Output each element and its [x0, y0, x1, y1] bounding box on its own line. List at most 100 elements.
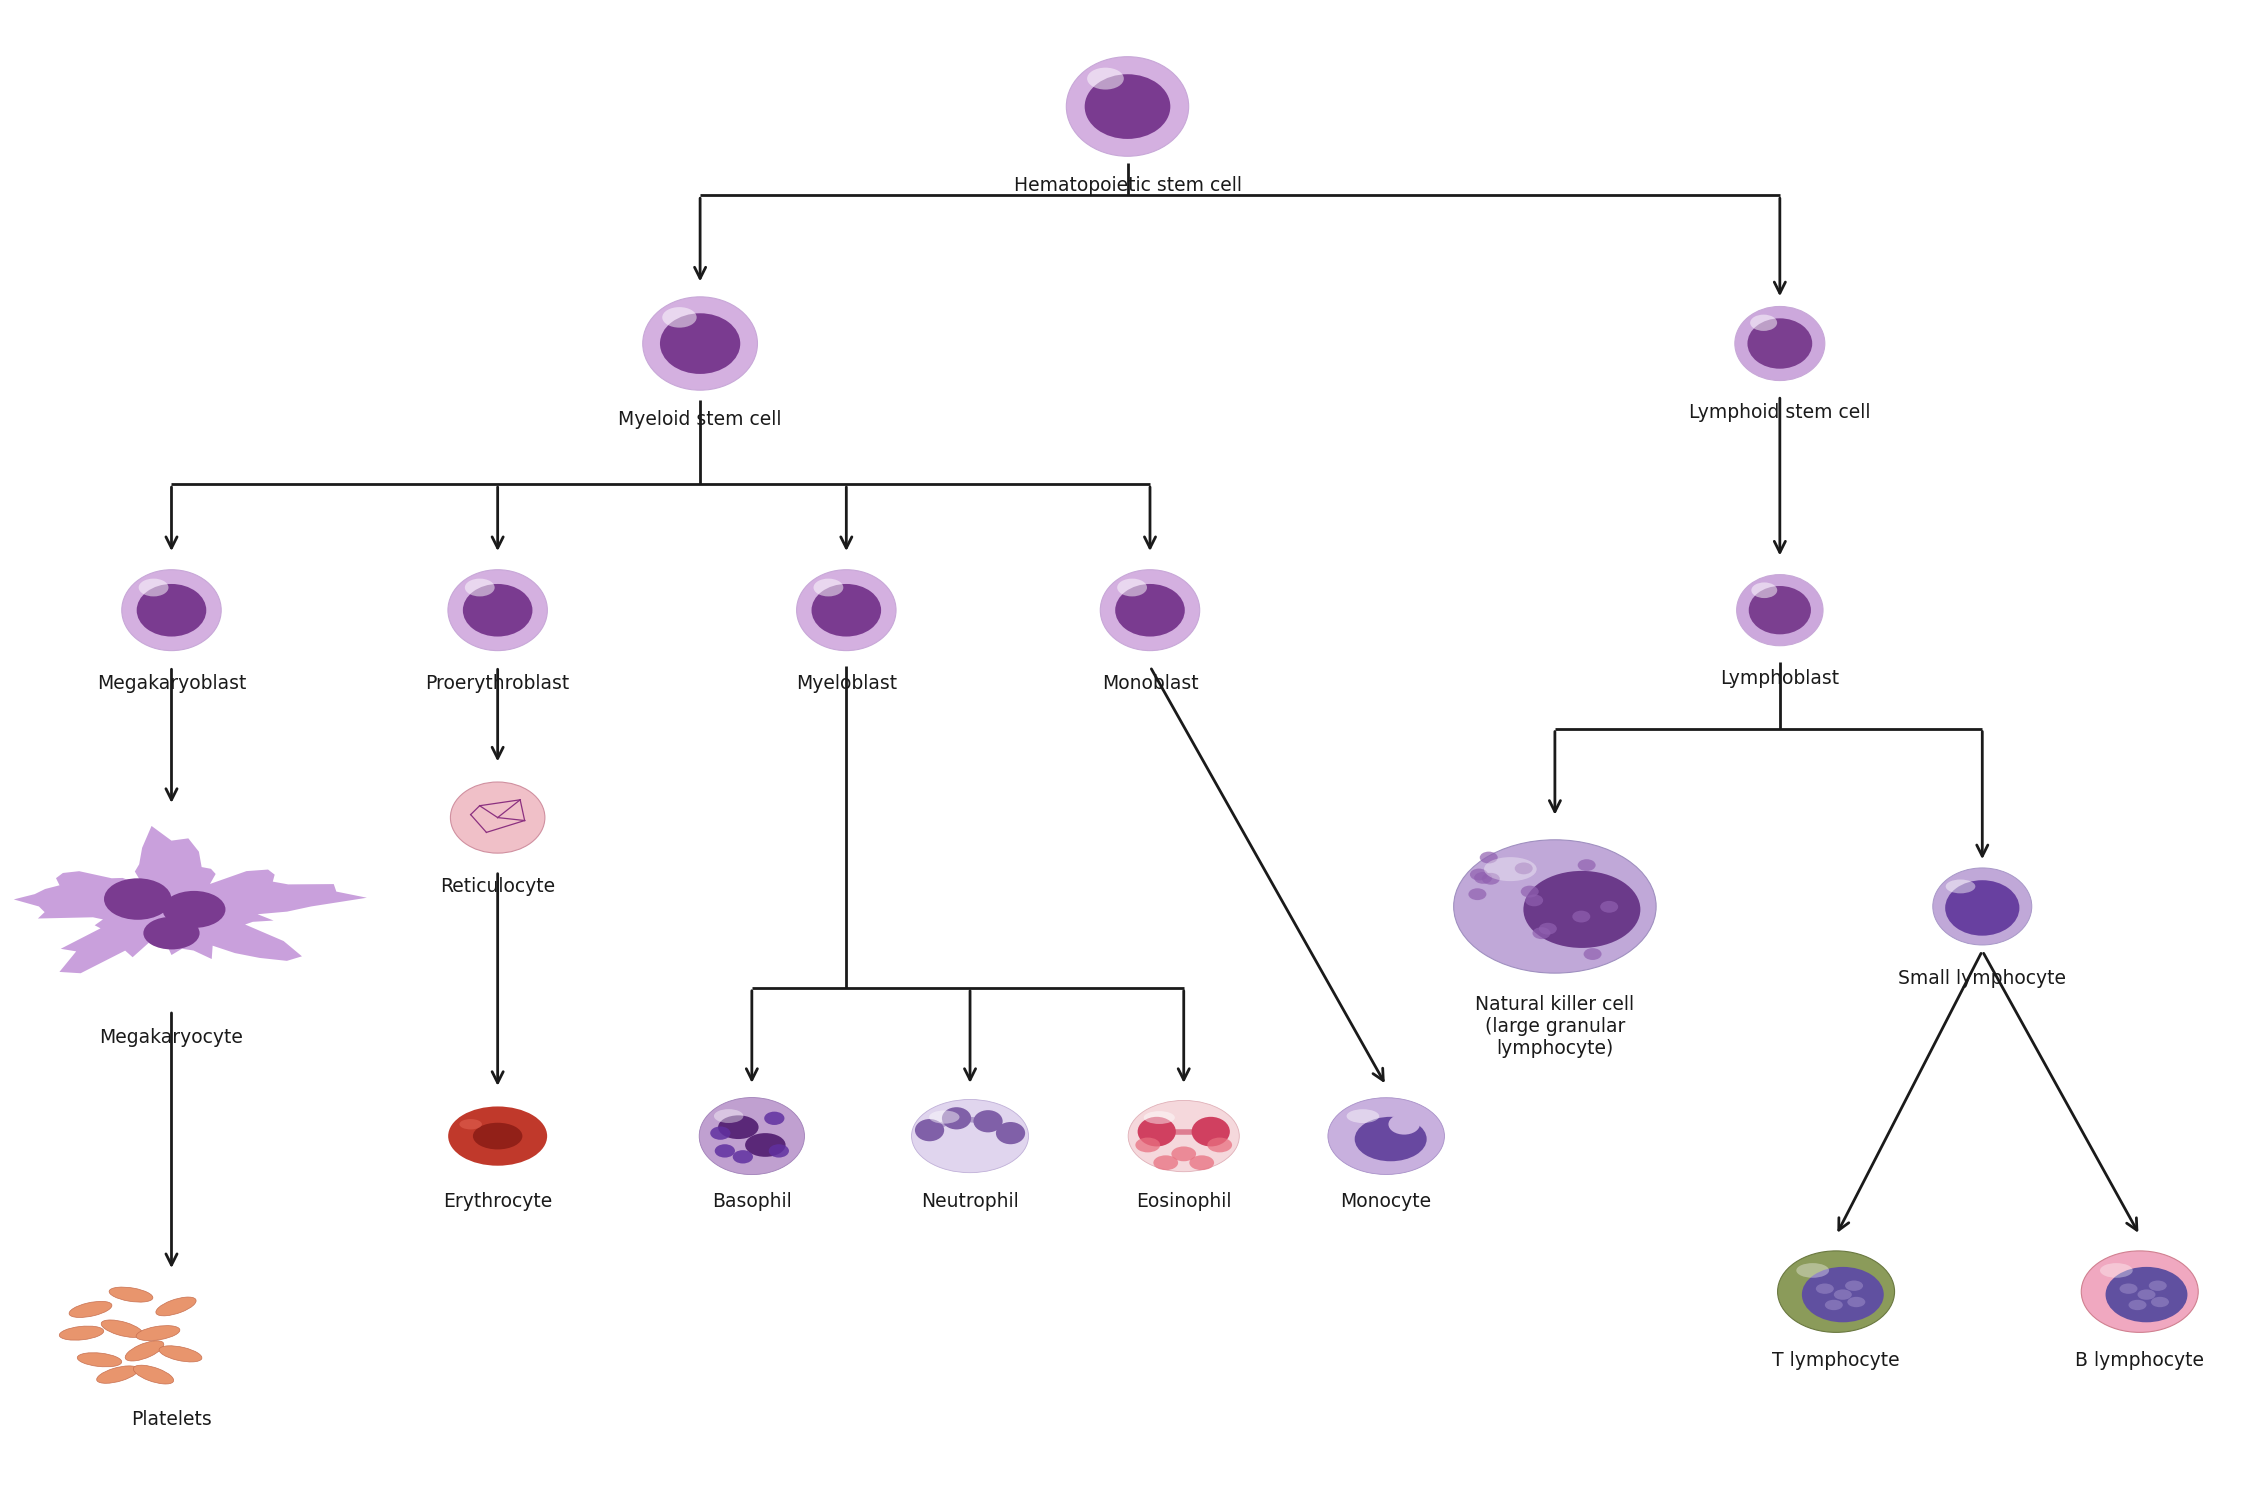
Text: Myeloid stem cell: Myeloid stem cell: [618, 410, 782, 430]
Text: Eosinophil: Eosinophil: [1137, 1193, 1231, 1212]
Ellipse shape: [1170, 1146, 1195, 1161]
Ellipse shape: [1734, 306, 1824, 381]
Ellipse shape: [943, 1108, 972, 1130]
Ellipse shape: [2151, 1297, 2169, 1307]
Ellipse shape: [997, 1123, 1026, 1144]
Text: Lymphoblast: Lymphoblast: [1721, 669, 1840, 688]
Ellipse shape: [2106, 1267, 2187, 1322]
Ellipse shape: [1777, 1251, 1894, 1332]
Ellipse shape: [796, 570, 895, 651]
Ellipse shape: [710, 1127, 731, 1141]
Text: Erythrocyte: Erythrocyte: [442, 1193, 552, 1212]
Ellipse shape: [1748, 318, 1813, 369]
Ellipse shape: [449, 570, 548, 651]
Ellipse shape: [1116, 578, 1148, 596]
Ellipse shape: [1750, 315, 1777, 332]
Ellipse shape: [1752, 583, 1777, 598]
Ellipse shape: [1191, 1117, 1229, 1146]
Polygon shape: [14, 825, 368, 974]
Ellipse shape: [814, 578, 843, 596]
Text: Monocyte: Monocyte: [1342, 1193, 1432, 1212]
Ellipse shape: [643, 297, 758, 390]
Ellipse shape: [122, 570, 221, 651]
Ellipse shape: [1152, 1155, 1177, 1170]
Ellipse shape: [916, 1120, 945, 1141]
Ellipse shape: [1845, 1280, 1863, 1291]
Ellipse shape: [449, 1106, 548, 1166]
Ellipse shape: [126, 1341, 165, 1361]
Ellipse shape: [1572, 910, 1590, 922]
Ellipse shape: [2138, 1289, 2156, 1300]
Ellipse shape: [1524, 895, 1542, 906]
Ellipse shape: [1355, 1117, 1427, 1161]
Ellipse shape: [1188, 1155, 1213, 1170]
Ellipse shape: [1479, 852, 1497, 864]
Ellipse shape: [1475, 871, 1493, 883]
Ellipse shape: [1328, 1097, 1445, 1175]
Ellipse shape: [1802, 1267, 1883, 1322]
Ellipse shape: [2099, 1262, 2133, 1277]
Ellipse shape: [663, 308, 697, 327]
Text: Reticulocyte: Reticulocyte: [440, 877, 555, 895]
Ellipse shape: [104, 879, 171, 920]
Ellipse shape: [1143, 1111, 1175, 1124]
Text: T lymphocyte: T lymphocyte: [1772, 1350, 1901, 1370]
Ellipse shape: [1736, 574, 1822, 645]
Ellipse shape: [1533, 928, 1551, 940]
Ellipse shape: [1100, 570, 1200, 651]
Ellipse shape: [138, 578, 169, 596]
Ellipse shape: [1085, 74, 1170, 138]
Ellipse shape: [1520, 886, 1538, 898]
Ellipse shape: [162, 891, 226, 928]
Ellipse shape: [1468, 888, 1486, 900]
Ellipse shape: [715, 1144, 735, 1157]
Ellipse shape: [2129, 1300, 2147, 1310]
Ellipse shape: [1067, 57, 1188, 156]
Ellipse shape: [1116, 584, 1184, 636]
Text: Small lymphocyte: Small lymphocyte: [1899, 968, 2066, 987]
Ellipse shape: [70, 1301, 113, 1317]
Ellipse shape: [1128, 1100, 1240, 1172]
Text: Basophil: Basophil: [713, 1193, 792, 1212]
Ellipse shape: [974, 1111, 1003, 1133]
Ellipse shape: [1601, 901, 1619, 913]
Ellipse shape: [1482, 873, 1500, 885]
Ellipse shape: [138, 584, 205, 636]
Ellipse shape: [2081, 1251, 2199, 1332]
Ellipse shape: [1578, 859, 1597, 871]
Ellipse shape: [1206, 1138, 1231, 1152]
Ellipse shape: [1748, 586, 1811, 635]
Ellipse shape: [462, 584, 532, 636]
Ellipse shape: [97, 1367, 138, 1383]
Ellipse shape: [1833, 1289, 1851, 1300]
Ellipse shape: [1134, 1138, 1159, 1152]
Ellipse shape: [1946, 880, 2020, 935]
Ellipse shape: [59, 1326, 104, 1340]
Ellipse shape: [661, 314, 740, 373]
Ellipse shape: [1524, 871, 1639, 947]
Ellipse shape: [460, 1120, 483, 1130]
Ellipse shape: [1538, 923, 1556, 935]
Ellipse shape: [474, 1123, 523, 1149]
Text: Natural killer cell
(large granular
lymphocyte): Natural killer cell (large granular lymp…: [1475, 995, 1635, 1059]
Ellipse shape: [156, 1297, 196, 1316]
Ellipse shape: [465, 578, 494, 596]
Ellipse shape: [160, 1346, 203, 1362]
Ellipse shape: [1484, 857, 1536, 882]
Text: Lymphoid stem cell: Lymphoid stem cell: [1689, 403, 1872, 422]
Text: Hematopoietic stem cell: Hematopoietic stem cell: [1012, 175, 1243, 195]
Ellipse shape: [1454, 840, 1655, 972]
Ellipse shape: [1797, 1262, 1829, 1277]
Text: Megakaryocyte: Megakaryocyte: [99, 1028, 244, 1047]
Ellipse shape: [108, 1288, 153, 1303]
Ellipse shape: [135, 1325, 180, 1341]
Ellipse shape: [1137, 1117, 1175, 1146]
Ellipse shape: [1824, 1300, 1842, 1310]
Ellipse shape: [699, 1097, 805, 1175]
Ellipse shape: [1583, 949, 1601, 961]
Text: Monoblast: Monoblast: [1103, 674, 1197, 693]
Ellipse shape: [1346, 1109, 1380, 1123]
Ellipse shape: [769, 1144, 789, 1157]
Ellipse shape: [764, 1112, 785, 1126]
Text: Megakaryoblast: Megakaryoblast: [97, 674, 246, 693]
